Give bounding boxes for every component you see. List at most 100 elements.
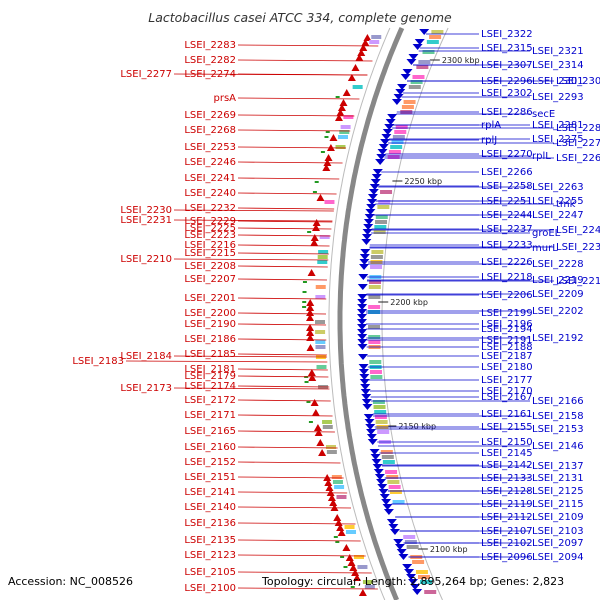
feature-block [325,445,336,449]
reverse-gene-arrow [357,329,368,335]
feature-block [404,540,417,544]
forward-gene-arrow [311,409,320,416]
forward-label-leader [173,258,329,261]
forward-label-leader [237,44,379,47]
forward-gene-arrow [316,194,325,201]
feature-block [387,480,400,484]
feature-block [406,545,419,549]
reverse-gene-arrow [377,149,388,155]
reverse-gene-arrow [380,139,391,145]
forward-label-leader [237,476,344,479]
forward-gene-label: LSEI_2183 [72,356,124,367]
reverse-gene-arrow [414,39,425,45]
reverse-gene-arrow [389,529,400,535]
reverse-gene-arrow [359,374,370,380]
feature-block [378,200,391,204]
forward-label-leader [237,587,378,590]
reverse-gene-label: LSEI_2315 [481,43,533,54]
reverse-gene-label: LSEI_2115 [532,499,584,510]
feature-marker [302,291,307,293]
feature-block [369,280,382,284]
feature-marker [335,541,340,543]
forward-label-leader [237,129,351,132]
reverse-gene-arrow [364,214,375,220]
reverse-gene-arrow [381,134,392,140]
reverse-gene-arrow [375,159,386,165]
feature-marker [333,536,338,538]
feature-block [386,475,399,479]
forward-label-leader [237,522,356,525]
reverse-gene-label: LSEI_2267 [556,153,600,164]
reverse-gene-label: LSEI_2103 [532,526,584,537]
forward-gene-arrow [324,479,333,486]
reverse-gene-arrow [361,399,372,405]
reverse-gene-label: LSEI_2119 [481,499,533,510]
reverse-gene-arrow [412,589,423,595]
forward-gene-arrow [342,89,351,96]
feature-block [352,85,363,89]
reverse-gene-arrow [365,209,376,215]
feature-marker [304,381,309,383]
feature-block [334,485,345,489]
feature-block [424,590,437,594]
forward-label-leader [237,161,343,164]
forward-label-leader [237,375,329,378]
feature-marker [350,586,355,588]
reverse-gene-label: LSEI_2281 [532,120,584,131]
reverse-gene-arrow [402,69,413,75]
forward-gene-arrow [334,114,343,121]
reverse-gene-label: rplA [481,120,501,131]
reverse-gene-label: LSEI_2191 [481,335,533,346]
reverse-gene-label: LSEI_2237 [481,224,533,235]
forward-label-leader [237,192,337,195]
forward-gene-arrow [353,574,362,581]
feature-block [335,145,346,149]
forward-gene-arrow [318,449,327,456]
reverse-gene-arrow [361,234,372,240]
forward-label-leader [237,207,335,210]
reverse-gene-label: LSEI_2187 [481,351,533,362]
topology-text: Topology: circular; Length: 2,895,264 bp… [262,575,565,588]
reverse-gene-arrow [367,199,378,205]
reverse-gene-arrow [397,84,408,90]
forward-gene-label: LSEI_2201 [184,293,236,304]
forward-label-leader [125,360,328,363]
reverse-gene-label: LSEI_2188 [481,342,533,353]
reverse-gene-label: LSEI_2270 [481,149,533,160]
reverse-gene-arrow [378,489,389,495]
feature-block [339,130,350,134]
forward-gene-label: LSEI_2123 [184,550,236,561]
feature-block [324,200,335,204]
forward-gene-arrow [347,559,356,566]
reverse-gene-arrow [382,129,393,135]
reverse-gene-arrow [402,564,413,570]
reverse-gene-arrow [366,204,377,210]
feature-marker [302,281,307,283]
feature-block [353,555,364,559]
forward-gene-label: LSEI_2179 [184,371,236,382]
reverse-gene-label: LSEI_2219 [532,275,584,286]
reverse-gene-arrow [362,229,373,235]
reverse-gene-label: LSEI_2125 [532,486,584,497]
forward-gene-arrow [310,399,319,406]
feature-block [374,415,387,419]
reverse-gene-label: LSEI_2167 [481,392,533,403]
forward-label-leader [237,244,330,247]
forward-gene-label: LSEI_2241 [184,173,236,184]
forward-gene-label: LSEI_2160 [184,442,236,453]
reverse-gene-label: LSEI_2128 [481,486,533,497]
reverse-gene-arrow [371,459,382,465]
feature-marker [343,566,348,568]
forward-gene-label: LSEI_2173 [120,383,172,394]
feature-block [401,105,414,109]
reverse-gene-label: murL [532,243,558,254]
reverse-gene-arrow [385,119,396,125]
reverse-gene-label: LSEI_2266 [481,167,533,178]
feature-block [377,205,390,209]
forward-gene-arrow [306,329,315,336]
forward-gene-arrow [307,269,316,276]
forward-gene-arrow [337,104,346,111]
forward-label-leader [237,506,352,509]
forward-gene-arrow [310,239,319,246]
forward-label-leader [237,446,338,449]
